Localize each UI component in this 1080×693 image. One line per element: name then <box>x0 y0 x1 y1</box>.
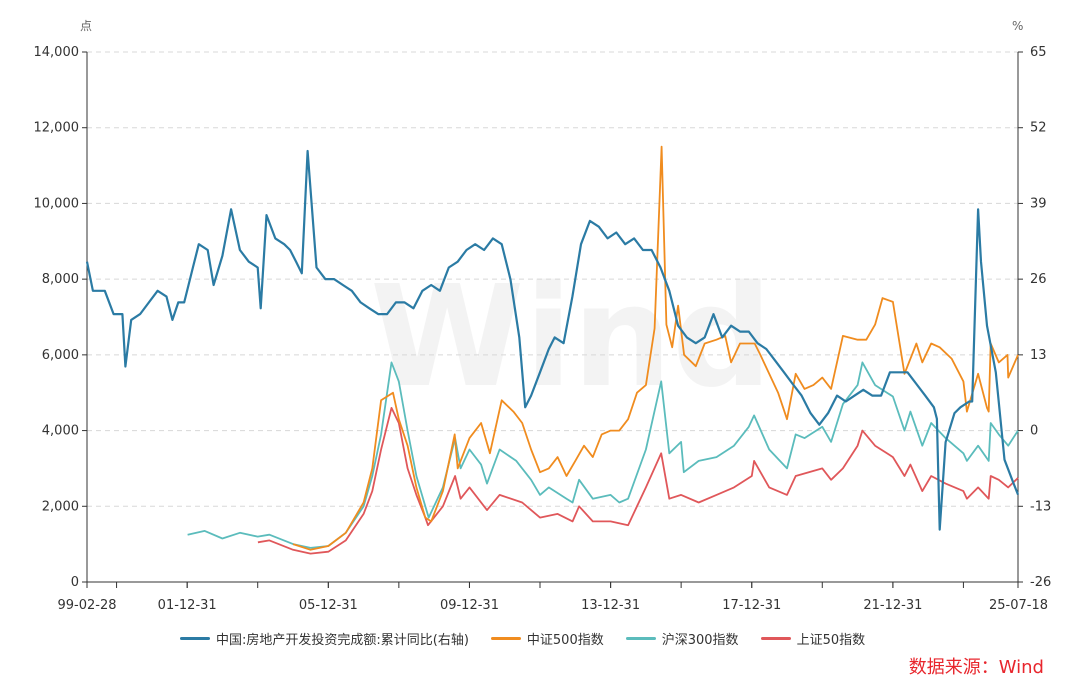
legend-swatch-investment <box>180 637 210 640</box>
legend-label-csi300: 沪深300指数 <box>661 633 739 648</box>
right-tick-label: 0 <box>1030 424 1038 439</box>
right-tick-label: -13 <box>1030 499 1051 514</box>
right-axis-ticks: -26 -13 0 13 26 39 52 65 <box>1018 45 1051 590</box>
left-tick-label: 8,000 <box>42 272 79 287</box>
left-tick-label: 14,000 <box>34 45 80 60</box>
left-axis-ticks: 0 2,000 4,000 6,000 8,000 10,000 12,000 14,000 <box>34 45 87 590</box>
series-csi500 <box>292 145 1019 551</box>
x-tick-label: 05-12-31 <box>299 598 358 613</box>
legend-label-investment: 中国:房地产开发投资完成额:累计同比(右轴) <box>216 633 469 648</box>
series-sse50 <box>257 406 1019 555</box>
right-tick-label: 39 <box>1030 196 1047 211</box>
series-investment-yoy <box>85 149 1020 531</box>
right-tick-label: 26 <box>1030 272 1047 287</box>
legend-label-sse50: 上证50指数 <box>796 633 866 648</box>
left-axis-unit: 点 <box>80 19 92 33</box>
watermark-text: Wind <box>370 256 772 419</box>
right-tick-label: 52 <box>1030 121 1047 136</box>
x-tick-label: 09-12-31 <box>440 598 499 613</box>
x-tick-label: 99-02-28 <box>57 598 116 613</box>
legend-item-csi300[interactable]: 沪深300指数 <box>625 629 739 648</box>
x-tick-label: 21-12-31 <box>863 598 922 613</box>
left-tick-label: 12,000 <box>34 121 80 136</box>
left-tick-label: 2,000 <box>42 499 79 514</box>
left-tick-label: 10,000 <box>34 196 80 211</box>
right-axis-unit: % <box>1012 19 1023 33</box>
x-tick-label: 01-12-31 <box>158 598 217 613</box>
legend-swatch-csi500 <box>490 637 521 640</box>
legend-item-sse50[interactable]: 上证50指数 <box>760 629 866 648</box>
legend-label-csi500: 中证500指数 <box>526 633 604 648</box>
right-tick-label: 13 <box>1030 348 1047 363</box>
legend-swatch-csi300 <box>625 637 656 640</box>
x-tick-label: 17-12-31 <box>722 598 781 613</box>
series-csi300 <box>187 361 1019 549</box>
legend-item-csi500[interactable]: 中证500指数 <box>490 629 604 648</box>
legend: 中国:房地产开发投资完成额:累计同比(右轴) 中证500指数 沪深300指数 上… <box>180 629 887 648</box>
x-tick-label: 25-07-18 <box>989 598 1048 613</box>
x-tick-label: 13-12-31 <box>581 598 640 613</box>
legend-swatch-sse50 <box>760 637 791 640</box>
series-layer <box>85 145 1020 555</box>
right-tick-label: -26 <box>1030 575 1051 590</box>
left-tick-label: 6,000 <box>42 348 79 363</box>
right-tick-label: 65 <box>1030 45 1047 60</box>
x-axis-ticks: 99-02-28 01-12-31 05-12-31 09-12-31 13-12-31… <box>57 582 1048 613</box>
left-tick-label: 4,000 <box>42 424 79 439</box>
source-note: 数据来源：Wind <box>908 657 1044 678</box>
legend-item-investment[interactable]: 中国:房地产开发投资完成额:累计同比(右轴) <box>180 629 469 648</box>
left-tick-label: 0 <box>71 575 79 590</box>
